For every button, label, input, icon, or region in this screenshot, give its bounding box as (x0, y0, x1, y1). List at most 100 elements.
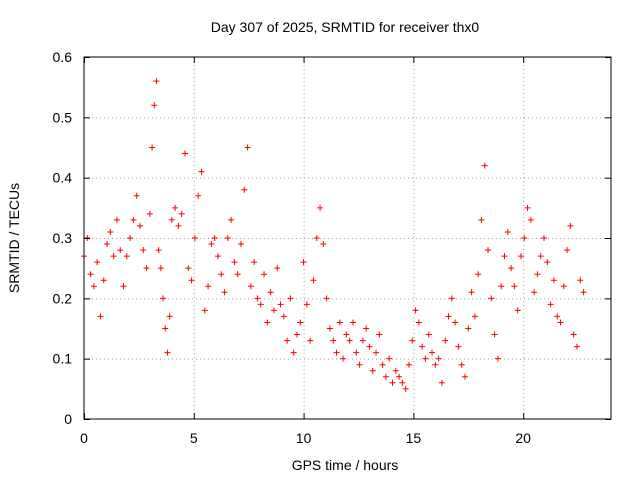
data-point (356, 361, 363, 368)
data-point (323, 295, 330, 302)
data-point (573, 343, 580, 350)
x-tick-label: 0 (80, 430, 88, 446)
data-point (438, 379, 445, 386)
y-tick-label: 0.5 (53, 109, 73, 125)
data-point (218, 271, 225, 278)
data-point (363, 325, 370, 332)
data-point (261, 271, 268, 278)
data-point (432, 361, 439, 368)
data-point (567, 222, 574, 229)
data-point (247, 283, 254, 290)
data-point (333, 349, 340, 356)
data-point (550, 277, 557, 284)
data-point (455, 343, 462, 350)
data-point (386, 355, 393, 362)
data-point (435, 355, 442, 362)
data-point (168, 216, 175, 223)
data-point (280, 313, 287, 320)
data-point (221, 289, 228, 296)
data-point (359, 337, 366, 344)
data-point (448, 295, 455, 302)
data-point (379, 361, 386, 368)
data-point (287, 295, 294, 302)
data-point (402, 385, 409, 392)
data-point (349, 319, 356, 326)
data-point (175, 222, 182, 229)
data-point (415, 319, 422, 326)
data-point (336, 319, 343, 326)
y-tick-label: 0.4 (53, 170, 73, 186)
data-point (238, 241, 245, 248)
data-point (143, 265, 150, 272)
data-point (452, 319, 459, 326)
data-point (317, 204, 324, 211)
data-point (353, 349, 360, 356)
data-point (554, 313, 561, 320)
data-point (264, 319, 271, 326)
grid-lines (84, 57, 611, 419)
data-point (501, 253, 508, 260)
data-point (537, 253, 544, 260)
x-axis-label: GPS time / hours (292, 457, 399, 473)
y-tick-label: 0.1 (53, 351, 73, 367)
data-point (514, 307, 521, 314)
y-tick-label: 0.3 (53, 230, 73, 246)
data-point (151, 102, 158, 109)
data-point (577, 277, 584, 284)
data-point (527, 216, 534, 223)
y-tick-label: 0 (64, 411, 72, 427)
data-point (241, 186, 248, 193)
data-point (293, 331, 300, 338)
x-tick-label: 5 (190, 430, 198, 446)
data-point (231, 259, 238, 266)
data-point (123, 253, 130, 260)
data-point (277, 301, 284, 308)
data-point (521, 235, 528, 241)
data-point (104, 241, 111, 248)
data-point (136, 222, 143, 229)
data-point (409, 337, 416, 344)
x-tick-label: 15 (406, 430, 422, 446)
tick-labels: 0 5 10 15 20 0 0.1 0.2 0.3 0.4 0.5 0.6 (53, 49, 532, 446)
data-point (313, 235, 320, 241)
data-point (130, 216, 137, 223)
data-point (257, 301, 264, 308)
data-point (547, 301, 554, 308)
data-point (90, 283, 97, 290)
data-point (461, 373, 468, 380)
data-point (297, 319, 304, 326)
data-point (531, 289, 538, 296)
data-point (140, 247, 147, 254)
y-tick-label: 0.2 (53, 290, 73, 306)
data-point (557, 319, 564, 326)
data-point (498, 283, 505, 290)
data-point (405, 361, 412, 368)
data-point (107, 228, 114, 235)
data-point (412, 307, 419, 314)
y-tick-label: 0.6 (53, 49, 73, 65)
y-axis-label: SRMTID / TECUs (6, 183, 22, 293)
data-point (162, 325, 169, 332)
data-point (267, 289, 274, 296)
data-point (110, 253, 117, 260)
data-point (425, 331, 432, 338)
data-point (254, 295, 261, 302)
data-point (191, 235, 198, 241)
data-point (188, 277, 195, 284)
data-point (488, 295, 495, 302)
data-point (300, 259, 307, 266)
data-point (541, 235, 548, 241)
data-point (475, 271, 482, 278)
data-point (511, 283, 518, 290)
data-point (244, 144, 251, 151)
axis-ticks (84, 57, 611, 420)
data-point (127, 235, 134, 241)
data-point (149, 144, 156, 151)
data-point (429, 349, 436, 356)
data-point (208, 241, 215, 248)
data-point (157, 265, 164, 272)
data-point (195, 192, 202, 199)
data-point (172, 204, 179, 211)
data-point (382, 373, 389, 380)
